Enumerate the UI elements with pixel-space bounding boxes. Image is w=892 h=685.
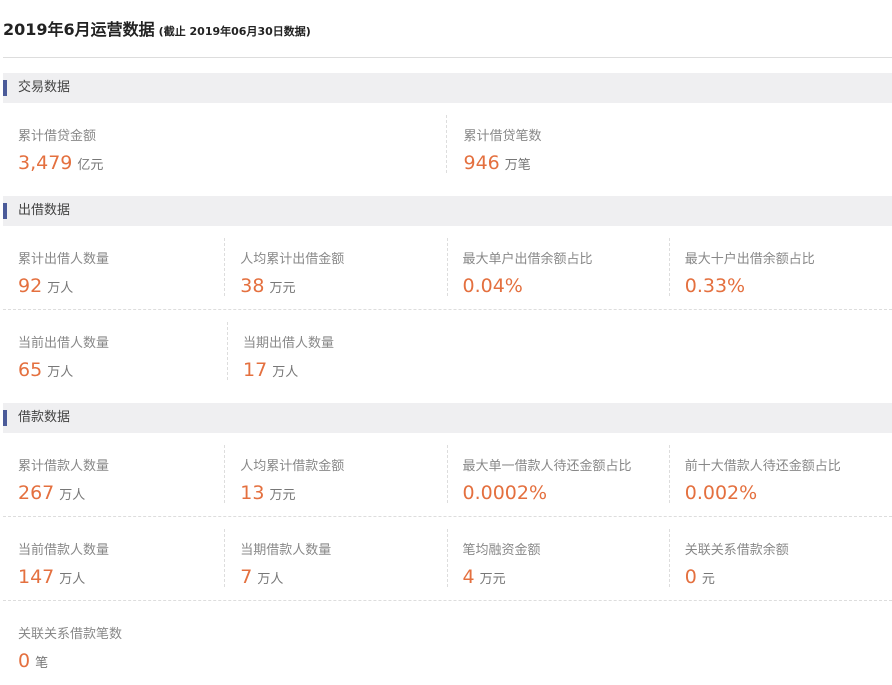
stat-value: 0.33% (685, 275, 892, 297)
stat-item: 前十大借款人待还金额占比 0.002% (670, 433, 892, 516)
section-header: 借款数据 (3, 403, 892, 433)
stat-value: 4 万元 (463, 566, 670, 588)
stat-unit: 万元 (479, 572, 506, 587)
stat-value: 65 万人 (18, 359, 228, 381)
stat-item: 笔均融资金额 4 万元 (448, 517, 671, 600)
stat-item: 人均累计出借金额 38 万元 (225, 226, 448, 309)
stat-label: 最大单户出借余额占比 (462, 252, 593, 267)
stat-item: 当前借款人数量 147 万人 (3, 517, 226, 600)
stat-unit: 万元 (269, 488, 296, 503)
stat-item: 累计借款人数量 267 万人 (3, 433, 226, 516)
stat-value: 38 万元 (240, 275, 447, 297)
stats-row: 累计借贷金额 3,479 亿元 累计借贷笔数 946 万笔 (3, 103, 892, 187)
stat-value: 92 万人 (18, 275, 225, 297)
stat-unit: 笔 (35, 656, 49, 671)
stats-row: 累计借款人数量 267 万人 人均累计借款金额 13 万元 最大单一借款人待还金额占比 0.0… (3, 433, 892, 517)
stat-number: 267 (18, 482, 55, 504)
stat-unit: 亿元 (77, 158, 104, 173)
page-title: 2019年6月运营数据 (截止 2019年06月30日数据) (3, 16, 311, 40)
stat-label: 最大十户出借余额占比 (684, 252, 815, 267)
page-subtitle: (截止 2019年06月30日数据) (158, 25, 311, 38)
stat-unit: 万人 (272, 365, 299, 380)
title-text: 2019年6月运营数据 (3, 20, 155, 39)
stat-label: 当期出借人数量 (243, 336, 335, 351)
stat-label: 当前出借人数量 (18, 336, 110, 351)
stat-value: 946 万笔 (463, 152, 892, 174)
stat-label: 人均累计出借金额 (240, 252, 345, 267)
stat-item: 累计借贷笔数 946 万笔 (447, 103, 892, 187)
stat-number: 0.33% (684, 275, 746, 297)
stat-number: 4 (462, 566, 475, 588)
stat-label: 关联关系借款笔数 (18, 627, 123, 642)
stat-item: 累计借贷金额 3,479 亿元 (3, 103, 448, 187)
stat-number: 946 (463, 152, 500, 174)
stat-label: 当期借款人数量 (240, 543, 332, 558)
stat-unit: 元 (701, 572, 715, 587)
stat-item: 当前出借人数量 65 万人 (3, 310, 228, 394)
stats-row: 关联关系借款笔数 0 笔 (3, 601, 892, 685)
stat-label: 当前借款人数量 (18, 543, 110, 558)
stat-value: 147 万人 (18, 566, 225, 588)
stat-label: 关联关系借款余额 (684, 543, 789, 558)
stat-value: 17 万人 (243, 359, 453, 381)
stat-label: 前十大借款人待还金额占比 (684, 459, 841, 474)
stats-row: 累计出借人数量 92 万人 人均累计出借金额 38 万元 最大单户出借余额占比 0.04% 最大… (3, 226, 892, 310)
stat-number: 92 (18, 275, 43, 297)
stat-number: 7 (240, 566, 253, 588)
stat-unit: 万人 (59, 488, 86, 503)
stat-value: 0.04% (463, 275, 670, 297)
stat-label: 累计借款人数量 (18, 459, 110, 474)
stat-item: 关联关系借款余额 0 元 (670, 517, 892, 600)
stat-value: 0.002% (685, 482, 892, 504)
stat-number: 0 (684, 566, 697, 588)
stat-value: 7 万人 (240, 566, 447, 588)
stat-unit: 万笔 (504, 158, 531, 173)
stat-number: 0 (18, 650, 31, 672)
stat-unit: 万元 (269, 281, 296, 296)
stat-label: 累计出借人数量 (18, 252, 110, 267)
stat-value: 0.0002% (463, 482, 670, 504)
stat-number: 17 (243, 359, 268, 381)
stat-label: 累计借贷笔数 (463, 129, 542, 144)
stat-label: 最大单一借款人待还金额占比 (462, 459, 632, 474)
stat-unit: 万人 (47, 281, 74, 296)
stat-item: 当期借款人数量 7 万人 (225, 517, 448, 600)
stat-item: 当期出借人数量 17 万人 (228, 310, 453, 394)
stats-row: 当前借款人数量 147 万人 当期借款人数量 7 万人 笔均融资金额 4 万元 关联关系借款余额 0… (3, 517, 892, 601)
stat-number: 0.002% (684, 482, 758, 504)
stat-unit: 万人 (257, 572, 284, 587)
stat-number: 3,479 (18, 152, 73, 174)
stat-number: 147 (18, 566, 55, 588)
stat-item: 最大单户出借余额占比 0.04% (448, 226, 671, 309)
stat-number: 13 (240, 482, 265, 504)
section-header: 出借数据 (3, 196, 892, 226)
stat-unit: 万人 (59, 572, 86, 587)
stat-item: 最大十户出借余额占比 0.33% (670, 226, 892, 309)
stat-number: 0.04% (462, 275, 523, 297)
stat-value: 267 万人 (18, 482, 225, 504)
stats-row: 当前出借人数量 65 万人 当期出借人数量 17 万人 (3, 310, 892, 394)
stat-label: 累计借贷金额 (18, 129, 97, 144)
stat-label: 笔均融资金额 (462, 543, 541, 558)
stat-item: 最大单一借款人待还金额占比 0.0002% (448, 433, 671, 516)
stat-value: 13 万元 (240, 482, 447, 504)
stat-item: 累计出借人数量 92 万人 (3, 226, 226, 309)
stat-item: 关联关系借款笔数 0 笔 (3, 601, 228, 685)
stat-number: 38 (240, 275, 265, 297)
stat-number: 65 (18, 359, 43, 381)
stat-label: 人均累计借款金额 (240, 459, 345, 474)
stat-value: 3,479 亿元 (18, 152, 447, 174)
section-header: 交易数据 (3, 73, 892, 103)
stat-unit: 万人 (47, 365, 74, 380)
stat-number: 0.0002% (462, 482, 548, 504)
divider (3, 57, 892, 58)
stat-item: 人均累计借款金额 13 万元 (225, 433, 448, 516)
